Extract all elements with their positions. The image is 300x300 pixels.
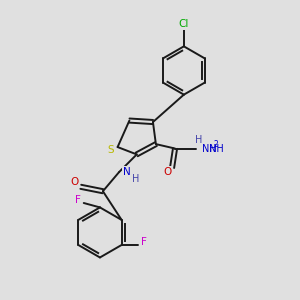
Text: S: S xyxy=(107,145,114,155)
Text: O: O xyxy=(71,177,79,188)
Text: F: F xyxy=(75,195,81,205)
Text: NH: NH xyxy=(209,143,224,154)
Text: H: H xyxy=(195,135,202,145)
Text: F: F xyxy=(141,237,147,247)
Text: O: O xyxy=(164,167,172,177)
Text: Cl: Cl xyxy=(179,19,189,29)
Text: H: H xyxy=(132,174,139,184)
Text: 2: 2 xyxy=(214,140,219,149)
Text: N: N xyxy=(123,167,130,177)
Text: NH: NH xyxy=(202,143,216,154)
